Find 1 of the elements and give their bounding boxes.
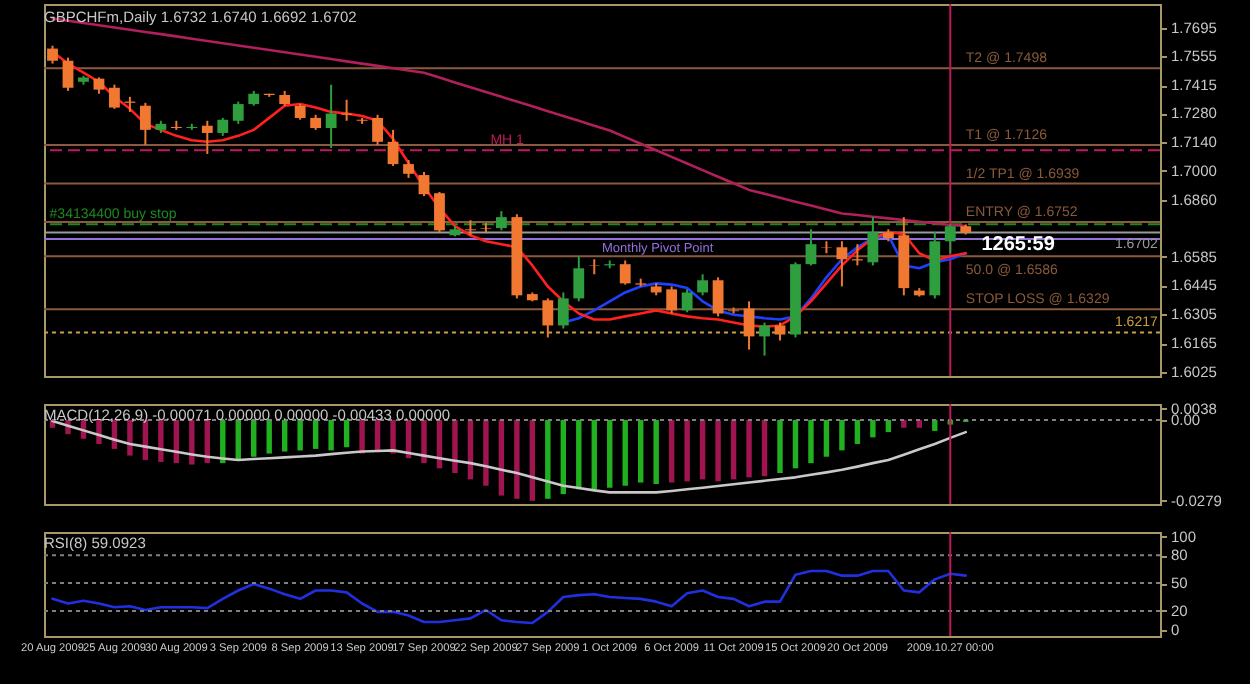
annotation: 1265:59 bbox=[981, 233, 1056, 256]
